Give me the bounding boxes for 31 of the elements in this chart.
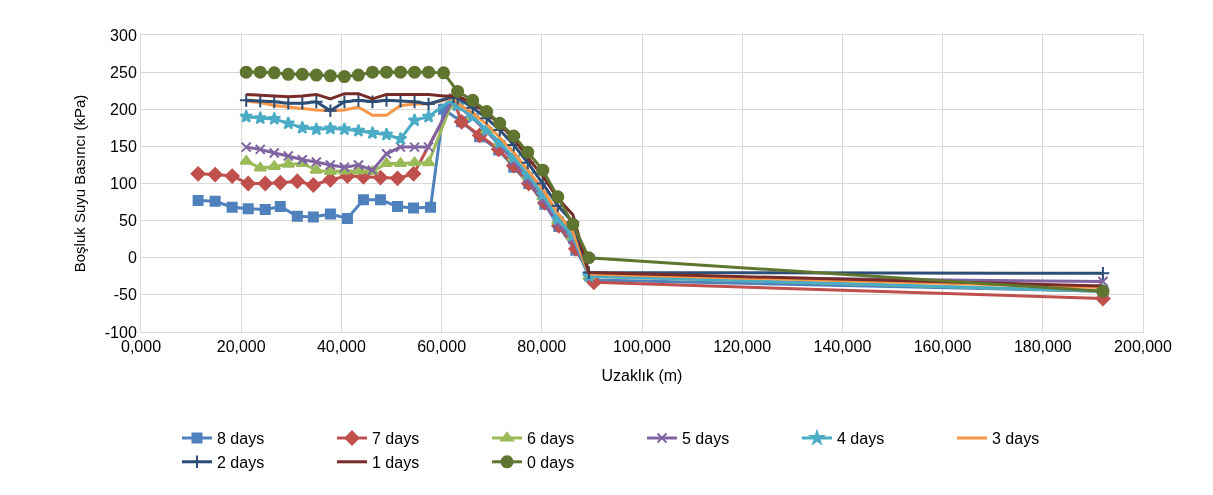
x-tick-label: 200,000 (1114, 338, 1173, 356)
y-tick-label: 0 (127, 249, 137, 267)
legend-label: 7 days (372, 430, 420, 448)
legend-label: 5 days (682, 430, 730, 448)
x-tick-label: 160,000 (913, 338, 972, 356)
x-tick-label: 60,000 (417, 338, 467, 356)
legend-label: 2 days (217, 454, 265, 472)
x-tick-label: 180,000 (1013, 338, 1072, 356)
x-tick-label: 100,000 (613, 338, 672, 356)
y-tick-label: 300 (110, 26, 137, 44)
x-tick-label: 20,000 (216, 338, 266, 356)
x-tick-label: 40,000 (316, 338, 366, 356)
y-tick-label: -50 (113, 286, 137, 304)
y-tick-label: 50 (119, 212, 137, 230)
legend-label: 3 days (992, 430, 1040, 448)
x-tick-label: 140,000 (813, 338, 872, 356)
y-tick-label: 250 (110, 63, 137, 81)
legend-label: 0 days (527, 454, 575, 472)
y-tick-label: -100 (104, 323, 137, 341)
y-tick-label: 100 (110, 175, 137, 193)
y-tick-label: 150 (110, 137, 137, 155)
legend-label: 4 days (837, 430, 885, 448)
y-tick-label: 200 (110, 100, 137, 118)
legend-label: 1 days (372, 454, 420, 472)
y-axis-title: Boşluk Suyu Basıncı (kPa) (71, 94, 89, 273)
x-tick-label: 120,000 (713, 338, 772, 356)
x-tick-label: 0,000 (120, 338, 162, 356)
x-axis-title: Uzaklık (m) (601, 366, 683, 384)
legend-label: 8 days (217, 430, 265, 448)
legend-label: 6 days (527, 430, 575, 448)
x-tick-label: 80,000 (517, 338, 567, 356)
